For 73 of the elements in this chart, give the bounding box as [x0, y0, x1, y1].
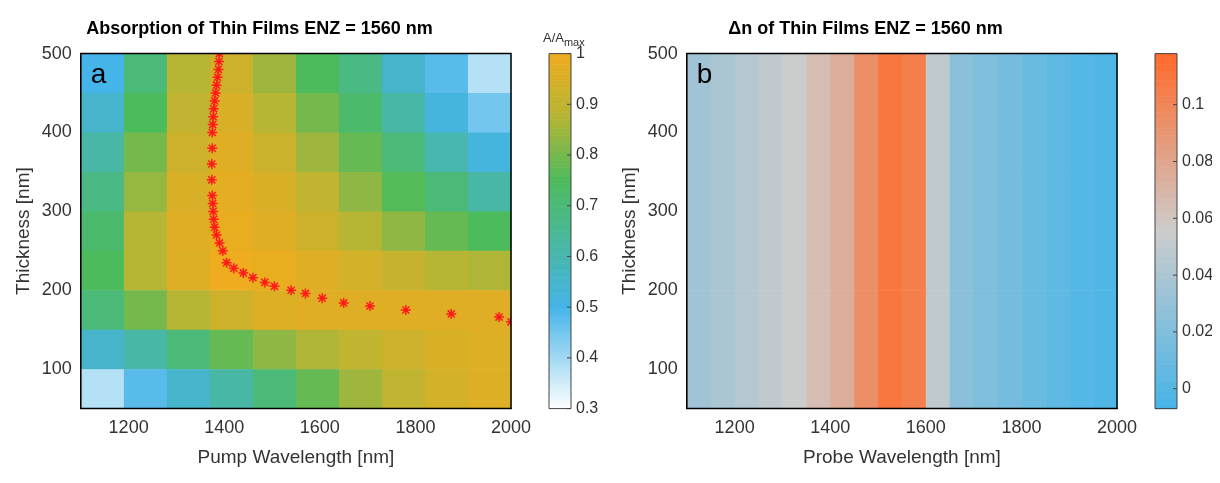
- point: [206, 174, 218, 186]
- color-bar-label: 0.1: [1182, 95, 1205, 113]
- y-tick-label: 100: [41, 358, 72, 379]
- point: [207, 103, 220, 115]
- y-tick-label: 200: [41, 279, 72, 300]
- x-tick-label: 1600: [905, 417, 946, 438]
- y-tick-label: 400: [647, 121, 678, 142]
- color-bar-label: 0.04: [1182, 265, 1214, 283]
- x-tick-label: 1800: [395, 417, 436, 438]
- point: [220, 256, 233, 269]
- point: [206, 158, 218, 170]
- point: [299, 287, 312, 300]
- x-tick-label: 1800: [1001, 417, 1042, 438]
- color-bar-label: 0.3: [576, 399, 599, 417]
- color-bar-label: 0: [1182, 379, 1191, 397]
- color-bar-label: 0.8: [576, 145, 599, 163]
- point: [206, 189, 219, 202]
- point: [207, 118, 219, 131]
- y-tick-label: 500: [41, 42, 72, 63]
- point: [210, 229, 223, 241]
- color-bar-label: 0.02: [1182, 322, 1214, 340]
- point: [493, 311, 505, 323]
- color-bar-label: 0.08: [1182, 151, 1214, 169]
- point: [210, 79, 223, 91]
- point: [316, 292, 328, 304]
- color-bar-label: 0.9: [576, 94, 599, 112]
- y-tick-label: 500: [647, 42, 678, 63]
- point: [207, 205, 219, 218]
- x-tick-label: 1400: [204, 417, 245, 438]
- color-bar-label: 0.6: [576, 246, 599, 264]
- point: [268, 280, 281, 293]
- y-tick-label: 400: [41, 121, 72, 142]
- point: [209, 87, 222, 99]
- annotation: a: [90, 58, 107, 90]
- x-axis-title: Pump Wavelength [nm]: [197, 445, 395, 467]
- point: [364, 300, 376, 312]
- point: [237, 267, 250, 279]
- x-tick-label: 1200: [714, 417, 755, 438]
- point: [213, 55, 225, 68]
- point: [208, 221, 221, 233]
- x-axis-title: Probe Wavelength [nm]: [802, 445, 1001, 467]
- point: [212, 63, 225, 76]
- point: [206, 142, 219, 155]
- chart-title: Δn of Thin Films ENZ = 1560 nm: [728, 17, 1003, 38]
- point: [208, 95, 221, 107]
- y-tick-label: 300: [647, 200, 678, 221]
- point: [211, 71, 224, 84]
- y-tick-label: 300: [41, 200, 72, 221]
- point: [207, 197, 219, 210]
- point: [285, 284, 297, 297]
- y-axis-title: Thickness [nm]: [617, 167, 639, 295]
- x-tick-label: 1200: [108, 417, 149, 438]
- x-tick-label: 2000: [490, 417, 532, 438]
- color-bar-label: 0.7: [576, 196, 599, 214]
- y-axis-title: Thickness [nm]: [11, 167, 33, 295]
- point: [337, 297, 350, 309]
- y-tick-label: 100: [647, 358, 678, 379]
- point: [207, 110, 219, 123]
- chart-title: Absorption of Thin Films ENZ = 1560 nm: [86, 17, 433, 38]
- point: [217, 245, 229, 257]
- color-bar-label: 0.4: [576, 348, 599, 366]
- annotation: b: [696, 58, 713, 90]
- point: [259, 276, 271, 289]
- point: [213, 237, 226, 249]
- x-tick-label: 1400: [810, 417, 851, 438]
- point: [206, 126, 219, 139]
- x-tick-label: 2000: [1096, 417, 1138, 438]
- point: [207, 213, 220, 226]
- color-bar-label: 0.5: [576, 297, 599, 315]
- x-tick-label: 1600: [299, 417, 340, 438]
- y-tick-label: 200: [647, 279, 678, 300]
- point: [247, 271, 259, 284]
- color-bar-label: 0.06: [1182, 208, 1214, 226]
